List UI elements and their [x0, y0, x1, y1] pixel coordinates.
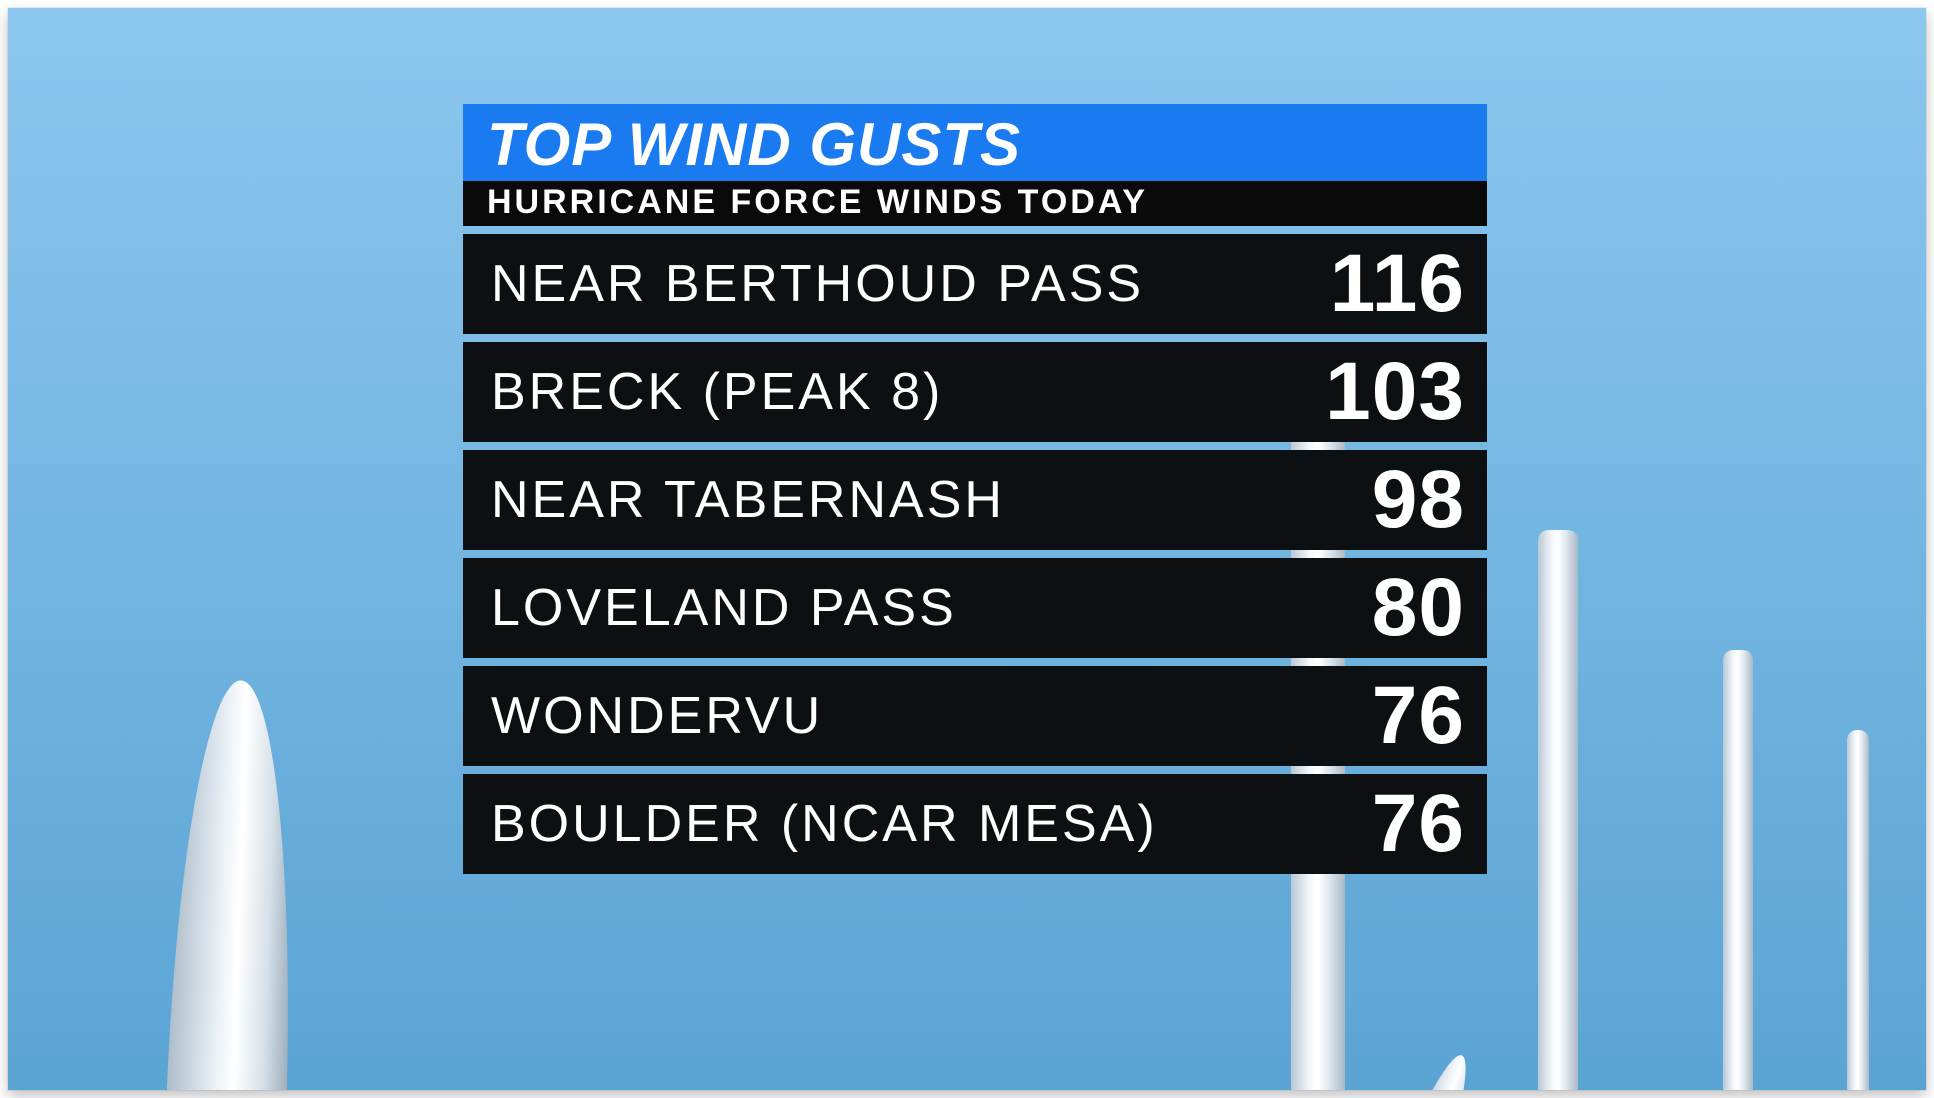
panel-title: TOP WIND GUSTS	[463, 104, 1487, 181]
gust-location: WONDERVU	[491, 686, 823, 746]
gust-location: LOVELAND PASS	[491, 578, 957, 638]
gusts-table: NEAR BERTHOUD PASS 116 BRECK (PEAK 8) 103 NE…	[463, 234, 1487, 874]
panel-subtitle: HURRICANE FORCE WINDS TODAY	[463, 181, 1487, 226]
gust-row: WONDERVU 76	[463, 666, 1487, 766]
gust-location: BRECK (PEAK 8)	[491, 362, 943, 422]
gust-value: 76	[1372, 669, 1465, 763]
gust-row: NEAR TABERNASH 98	[463, 450, 1487, 550]
gust-value: 80	[1372, 561, 1465, 655]
gust-row: LOVELAND PASS 80	[463, 558, 1487, 658]
graphic-frame: TOP WIND GUSTS HURRICANE FORCE WINDS TOD…	[8, 8, 1926, 1090]
gust-row: BOULDER (NCAR MESA) 76	[463, 774, 1487, 874]
gust-value: 98	[1372, 453, 1465, 547]
gust-location: NEAR TABERNASH	[491, 470, 1005, 530]
gust-value: 116	[1330, 237, 1465, 331]
gust-value: 76	[1372, 777, 1465, 871]
gust-value: 103	[1325, 345, 1465, 439]
wind-gusts-panel: TOP WIND GUSTS HURRICANE FORCE WINDS TOD…	[463, 104, 1487, 874]
gust-row: BRECK (PEAK 8) 103	[463, 342, 1487, 442]
gust-row: NEAR BERTHOUD PASS 116	[463, 234, 1487, 334]
gust-location: BOULDER (NCAR MESA)	[491, 794, 1158, 854]
gust-location: NEAR BERTHOUD PASS	[491, 254, 1144, 314]
